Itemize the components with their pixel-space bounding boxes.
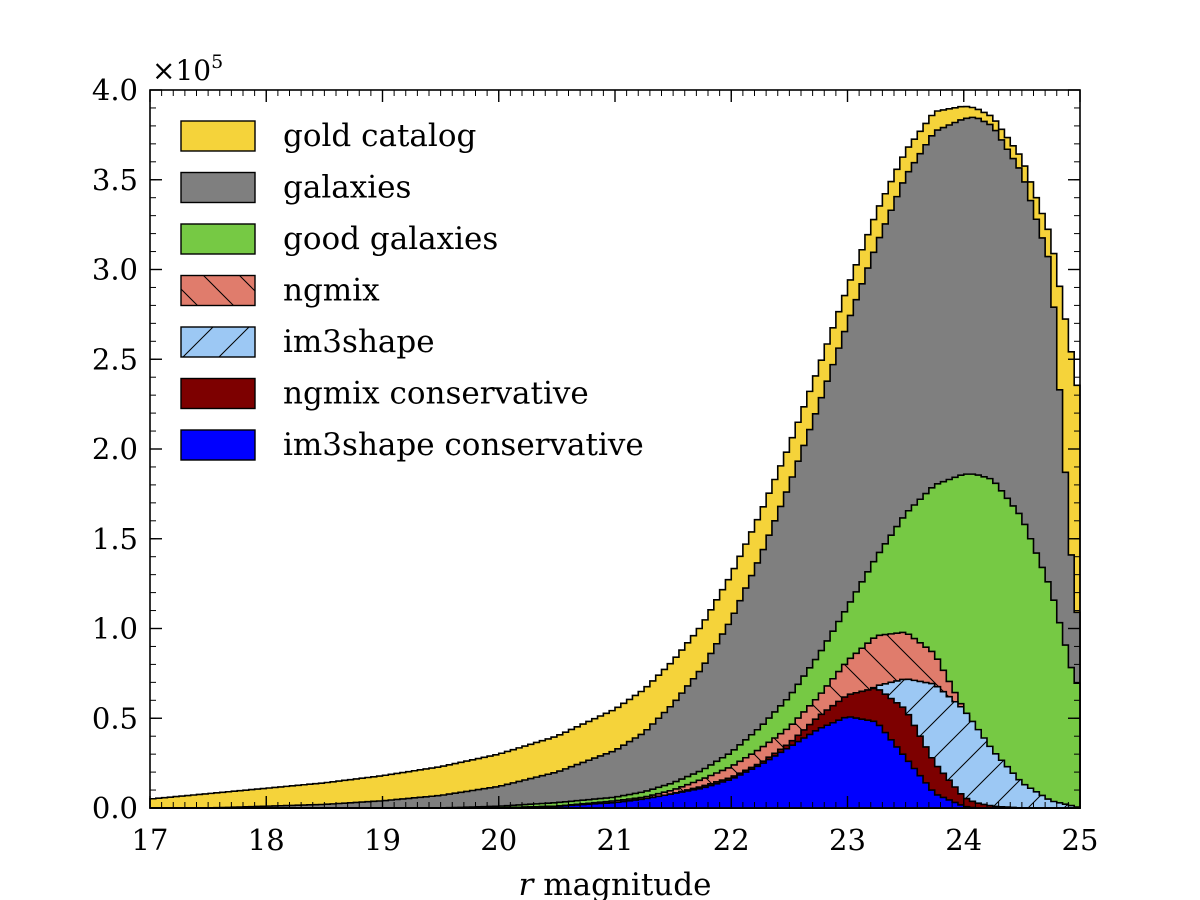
- x-tick-label: 23: [829, 823, 866, 857]
- legend-good-galaxies-swatch: [180, 223, 256, 255]
- y-tick-label: 3.0: [92, 253, 138, 287]
- y-tick-label: 2.5: [92, 342, 138, 376]
- legend-ngmix-conservative-label: ngmix conservative: [283, 376, 589, 412]
- y-tick-label: 0.0: [92, 791, 138, 825]
- y-tick-label: 2.0: [92, 432, 138, 466]
- x-tick-label: 22: [713, 823, 750, 857]
- legend-galaxies-swatch: [180, 171, 256, 204]
- legend-ngmix-label: ngmix: [283, 273, 380, 309]
- legend-im3shape-conservative-label: im3shape conservative: [283, 427, 644, 463]
- legend-galaxies-label: galaxies: [283, 170, 411, 206]
- x-tick-label: 21: [597, 823, 634, 857]
- legend: gold catalog galaxies good galaxies ngmix im…: [180, 118, 644, 463]
- y-multiplier-label: ×105: [152, 51, 223, 87]
- legend-ngmix-swatch-hatch: [181, 275, 255, 306]
- x-tick-label: 18: [248, 823, 285, 857]
- x-tick-label: 17: [132, 823, 169, 857]
- x-tick-label: 20: [480, 823, 517, 857]
- legend-gold-catalog-swatch: [180, 120, 256, 152]
- legend-im3shape-conservative-swatch: [180, 429, 256, 461]
- legend-im3shape-swatch-hatch: [181, 327, 255, 357]
- y-tick-label: 1.0: [92, 612, 138, 646]
- axes-layer: 17 18 19 20 21 22 23 24 25 0.0 0.5 1.0 1.5 2.0 2.5 3.0 3…: [92, 51, 1099, 900]
- legend-gold-catalog-label: gold catalog: [283, 118, 476, 154]
- y-tick-label: 3.5: [92, 163, 138, 197]
- legend-im3shape-label: im3shape: [283, 324, 435, 360]
- x-tick-label: 24: [945, 823, 982, 857]
- y-tick-label: 0.5: [92, 701, 138, 735]
- x-axis-label: r magnitude: [519, 867, 712, 900]
- legend-good-galaxies-label: good galaxies: [283, 221, 498, 257]
- x-tick-label: 19: [364, 823, 401, 857]
- legend-ngmix-conservative-swatch: [180, 377, 256, 410]
- y-tick-label: 4.0: [92, 73, 138, 107]
- x-tick-label: 25: [1062, 823, 1099, 857]
- y-tick-label: 1.5: [92, 522, 138, 556]
- series-layer: [149, 105, 1081, 809]
